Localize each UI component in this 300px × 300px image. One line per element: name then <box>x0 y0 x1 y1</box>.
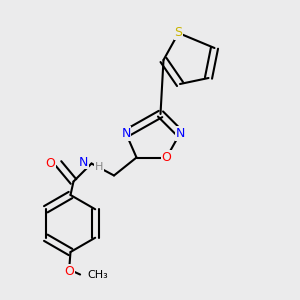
Text: N: N <box>79 155 88 169</box>
Text: O: O <box>162 151 171 164</box>
Text: H: H <box>95 161 103 172</box>
Text: S: S <box>175 26 182 40</box>
Text: O: O <box>46 157 56 170</box>
Text: N: N <box>121 127 131 140</box>
Text: CH₃: CH₃ <box>87 269 108 280</box>
Text: O: O <box>64 265 74 278</box>
Text: N: N <box>175 127 185 140</box>
